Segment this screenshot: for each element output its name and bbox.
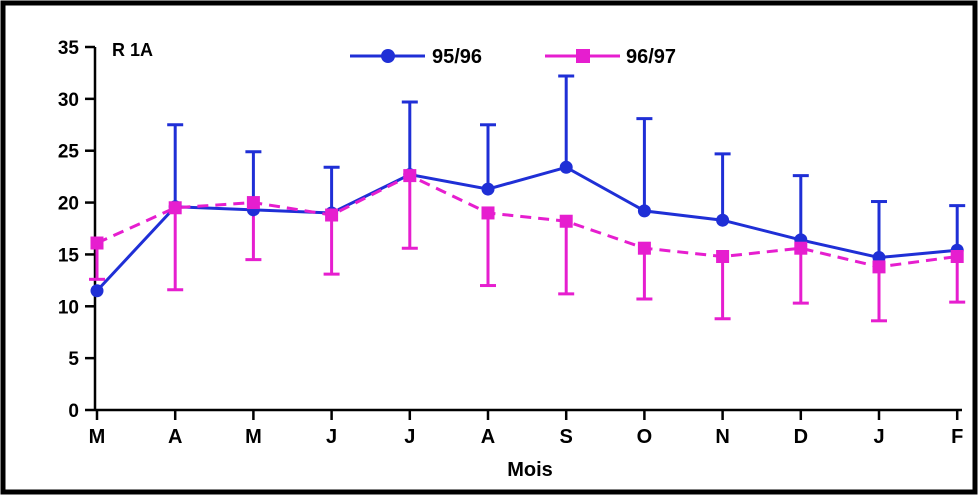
data-point-96-97	[325, 208, 339, 222]
data-point-96-97	[637, 241, 651, 255]
y-tick-label: 20	[58, 194, 79, 215]
x-axis-title: Mois	[507, 459, 553, 481]
x-tick-label: F	[951, 426, 963, 448]
x-tick-label: A	[481, 426, 495, 448]
series-markers	[90, 160, 964, 298]
legend-marker-95-96	[381, 49, 395, 63]
x-tick-label: O	[637, 426, 653, 448]
legend: 95/96 96/97	[350, 46, 676, 68]
y-tick-label: 15	[58, 245, 80, 266]
data-point-95-96	[559, 160, 573, 174]
legend-label-95-96: 95/96	[432, 46, 482, 68]
x-tick-label: J	[873, 426, 884, 448]
series-line-95-96	[95, 165, 958, 292]
y-tick-label: 10	[58, 297, 79, 318]
data-point-96-97	[90, 236, 104, 250]
x-tick-label: J	[404, 426, 415, 448]
data-point-96-97	[403, 169, 417, 183]
data-point-95-96	[90, 284, 104, 298]
data-point-96-97	[559, 214, 573, 228]
data-point-96-97	[950, 250, 964, 264]
error-bars	[89, 74, 966, 323]
legend-marker-96-97	[576, 49, 590, 63]
data-point-96-97	[168, 201, 182, 215]
data-point-96-97	[872, 260, 886, 274]
series-line-96-97	[96, 173, 958, 269]
data-point-96-97	[794, 241, 808, 255]
data-point-96-97	[481, 206, 495, 220]
y-tick-label: 30	[58, 90, 79, 111]
y-tick-label: 5	[68, 349, 79, 370]
y-axis-ticks: 0 5 10 15 20 25 30 35	[58, 38, 95, 422]
x-tick-label: J	[326, 426, 337, 448]
data-point-95-96	[716, 213, 730, 227]
y-tick-label: 0	[68, 401, 79, 422]
x-tick-label: D	[794, 426, 808, 448]
x-tick-label: N	[715, 426, 729, 448]
y-tick-label: 35	[58, 38, 80, 59]
x-tick-label: A	[168, 426, 182, 448]
x-tick-label: S	[560, 426, 573, 448]
x-tick-label: M	[245, 426, 262, 448]
data-point-95-96	[637, 204, 651, 218]
x-tick-label: M	[89, 426, 106, 448]
legend-label-96-97: 96/97	[626, 46, 676, 68]
legend-item-96-97: 96/97	[545, 46, 676, 68]
data-point-96-97	[716, 250, 730, 264]
data-point-96-97	[246, 196, 260, 210]
series-lines	[95, 165, 958, 292]
data-point-95-96	[481, 182, 495, 196]
y-tick-label: 25	[58, 142, 80, 163]
panel-label: R 1A	[112, 40, 153, 60]
legend-item-95-96: 95/96	[350, 46, 482, 68]
